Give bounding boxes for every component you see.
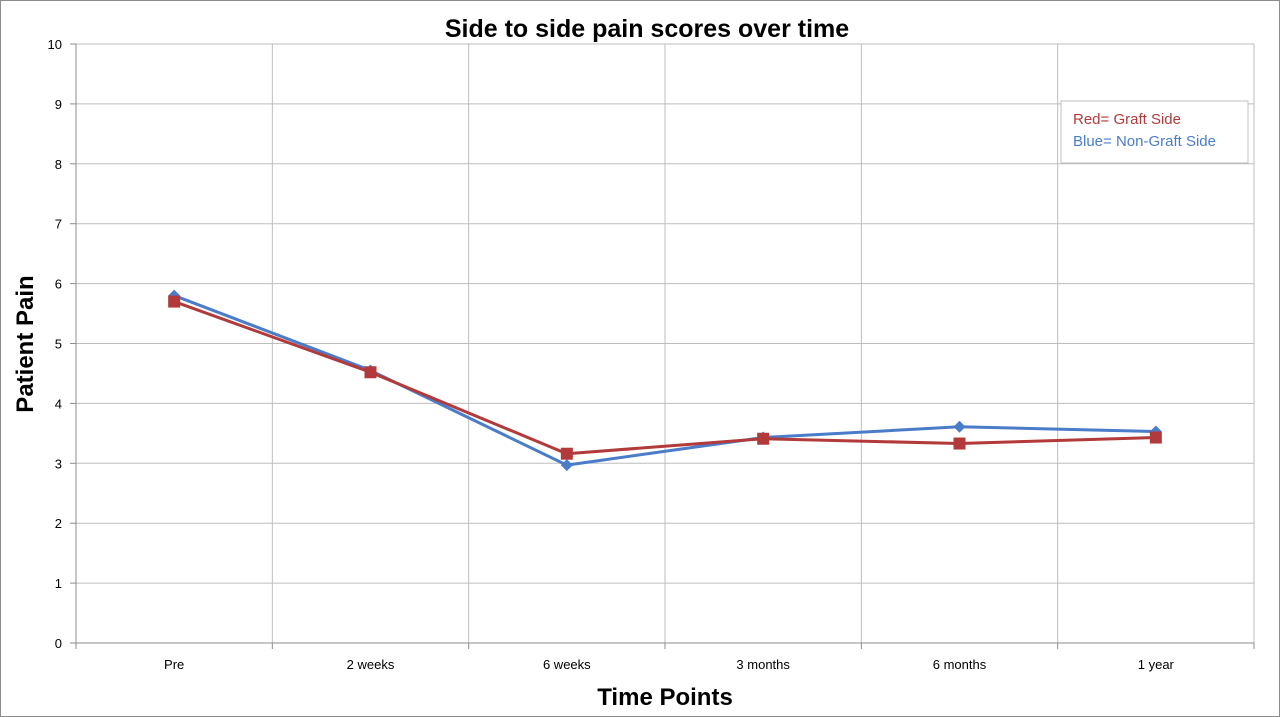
y-tick-label: 4 xyxy=(55,396,62,411)
data-point xyxy=(168,295,181,308)
x-tick-label: 3 months xyxy=(736,657,790,672)
data-point xyxy=(757,432,770,445)
y-tick-label: 10 xyxy=(48,37,62,52)
legend-box xyxy=(1060,100,1249,164)
data-point xyxy=(1149,431,1162,444)
chart-title: Side to side pain scores over time xyxy=(445,15,849,43)
tick-labels: 0 1 2 3 4 5 6 7 8 9 10 Pre 2 weeks 6 weeks 3 months 6 m… xyxy=(48,37,1175,672)
x-tick-label: 2 weeks xyxy=(347,657,395,672)
legend: Red= Graft Side Blue= Non-Graft Side xyxy=(1060,100,1249,164)
series-line xyxy=(173,294,1156,467)
y-tick-label: 0 xyxy=(55,636,62,651)
data-point xyxy=(364,366,377,379)
legend-entry-non-graft: Blue= Non-Graft Side xyxy=(1073,133,1216,150)
y-tick-label: 3 xyxy=(55,456,62,471)
x-axis-title: Time Points xyxy=(597,684,733,711)
x-tick-label: Pre xyxy=(164,657,184,672)
y-tick-label: 5 xyxy=(55,337,62,352)
data-point xyxy=(953,437,966,450)
y-axis-title: Patient Pain xyxy=(12,275,39,412)
series-line xyxy=(173,300,1156,456)
y-tick-label: 2 xyxy=(55,516,62,531)
x-tick-label: 6 weeks xyxy=(543,657,591,672)
y-tick-label: 7 xyxy=(55,217,62,232)
axes xyxy=(70,43,1255,649)
data-point xyxy=(560,447,573,460)
x-tick-label: 6 months xyxy=(933,657,987,672)
y-tick-label: 9 xyxy=(55,97,62,112)
data-point xyxy=(560,459,573,472)
series-1 xyxy=(168,295,1162,460)
series xyxy=(168,289,1162,472)
data-point xyxy=(953,420,966,433)
y-tick-label: 6 xyxy=(55,277,62,292)
x-tick-label: 1 year xyxy=(1138,657,1175,672)
y-tick-label: 8 xyxy=(55,157,62,172)
grid xyxy=(76,43,1255,643)
y-tick-label: 1 xyxy=(55,576,62,591)
legend-entry-graft: Red= Graft Side xyxy=(1073,111,1181,128)
